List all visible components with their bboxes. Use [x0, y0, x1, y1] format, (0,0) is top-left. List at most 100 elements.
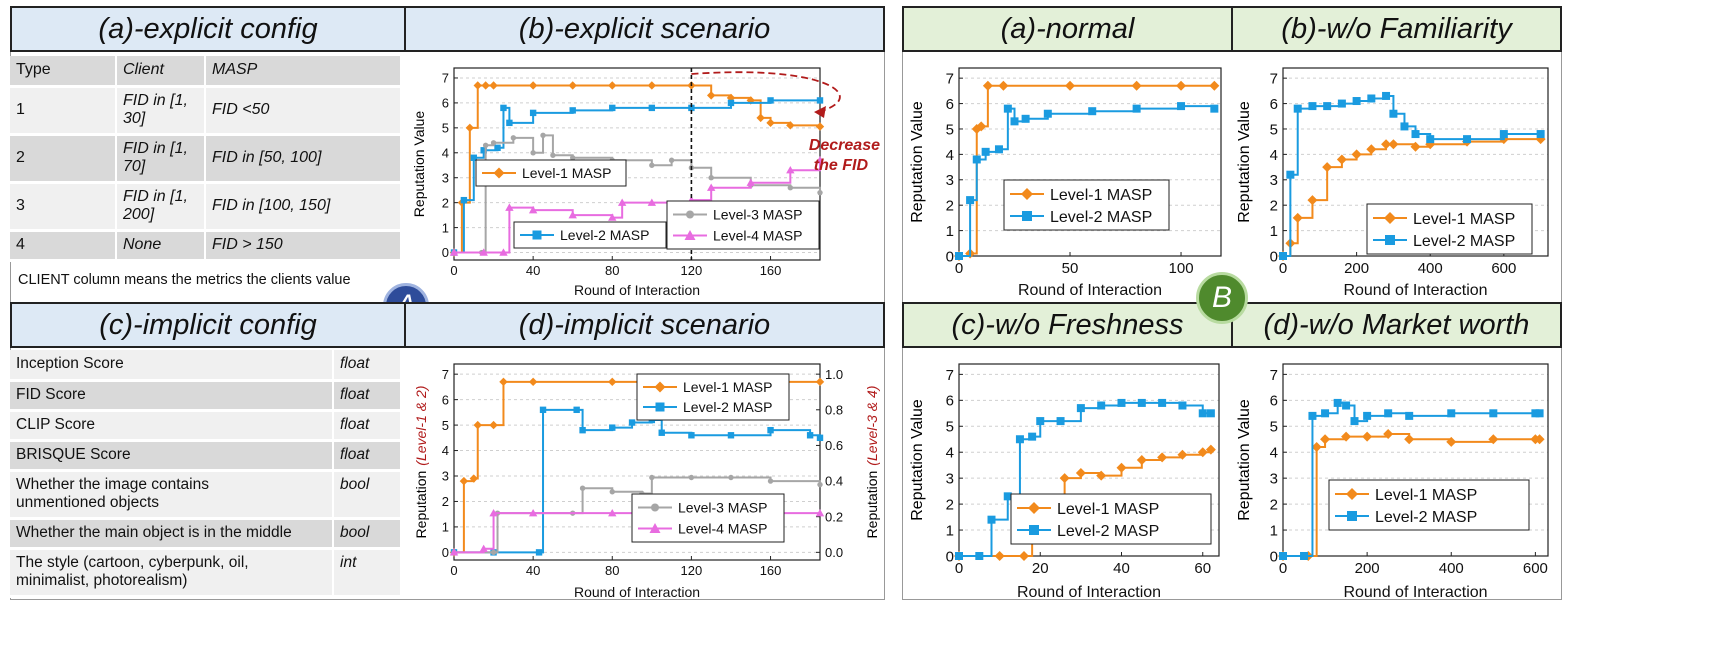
data-point [1137, 398, 1146, 407]
data-point [569, 107, 576, 114]
y-tick-label: 0 [442, 545, 449, 560]
data-point [1205, 444, 1216, 455]
data-point [1426, 135, 1435, 144]
series-line [454, 160, 821, 254]
y-axis-label-extra: (Level-1 & 2) [413, 386, 429, 466]
data-point [1076, 404, 1085, 413]
x-axis-label: Round of Interaction [574, 584, 700, 600]
data-point [1346, 488, 1358, 500]
data-point [1384, 212, 1396, 224]
data-point [1028, 432, 1037, 441]
data-point [955, 552, 963, 560]
y2-axis-label-extra: (Level-3 & 4) [864, 386, 880, 466]
y-tick-label: 5 [946, 121, 954, 138]
data-point [530, 150, 536, 156]
x-tick-label: 200 [1355, 560, 1380, 577]
x-tick-label: 80 [605, 263, 619, 278]
type-cell: bool [333, 470, 402, 520]
x-tick-label: 600 [1523, 560, 1548, 577]
header-explicit-config: (a)-explicit config [10, 6, 406, 52]
data-point [1320, 434, 1331, 445]
y2-tick-label: 0.2 [825, 509, 843, 524]
data-point [482, 142, 489, 148]
legend-label: Level-1 MASP [683, 379, 772, 395]
data-point [490, 549, 497, 556]
plot-frame [1282, 363, 1549, 557]
header-wo-freshness: (c)-w/o Freshness [902, 302, 1233, 348]
y-tick-label: 0 [1270, 548, 1278, 565]
data-point [1293, 104, 1302, 113]
y-tick-label: 2 [442, 195, 449, 210]
y-tick-label: 7 [1270, 367, 1278, 384]
series-markers [449, 156, 825, 256]
legend-label: Level-2 MASP [1050, 209, 1152, 226]
legend-label: Level-2 MASP [1413, 233, 1515, 250]
data-point [500, 104, 507, 112]
y-tick-label: 2 [946, 497, 954, 514]
data-point [767, 97, 774, 104]
y-tick-label: 1 [946, 223, 954, 240]
data-point [609, 424, 616, 431]
y-tick-label: 4 [1270, 445, 1278, 462]
legend-box [1010, 493, 1212, 545]
data-point [1178, 401, 1187, 410]
data-point [473, 420, 482, 430]
y-tick-label: 6 [1270, 393, 1278, 410]
data-point [815, 377, 825, 387]
y-tick-label: 5 [1270, 121, 1278, 138]
data-point [532, 230, 542, 240]
data-point [459, 476, 469, 486]
data-point [473, 81, 482, 90]
data-point [609, 104, 616, 112]
data-point [1131, 80, 1142, 91]
data-point [1176, 80, 1187, 91]
y-tick-label: 1 [946, 522, 954, 539]
data-point [579, 426, 586, 434]
y-tick-label: 4 [442, 443, 449, 458]
data-point [1362, 431, 1373, 442]
data-point [490, 140, 497, 146]
data-point [494, 144, 501, 151]
data-point [1322, 162, 1333, 173]
legend-label: Level-3 MASP [678, 500, 767, 516]
legend-label: Level-4 MASP [713, 228, 802, 244]
legend-label: Level-2 MASP [560, 227, 649, 243]
annotation-arrow [691, 71, 841, 113]
data-point [608, 508, 617, 517]
y2-tick-label: 0.6 [825, 438, 843, 453]
data-point [817, 189, 823, 196]
y-tick-label: 4 [946, 445, 954, 462]
legend-label: Level-1 MASP [1413, 211, 1515, 228]
y2-tick-label: 0.8 [825, 402, 843, 417]
legend-label: Level-2 MASP [1375, 509, 1477, 526]
data-point [1463, 135, 1472, 144]
header-wo-familiarity: (b)-w/o Familiarity [1231, 6, 1562, 52]
metric-cell: Whether the image contains unmentioned ob… [10, 470, 334, 520]
data-point [981, 147, 990, 156]
data-point [786, 166, 795, 174]
x-tick-label: 120 [681, 263, 703, 278]
data-point [528, 81, 538, 90]
type-cell: 2 [10, 134, 117, 184]
data-point [1341, 431, 1352, 442]
data-point [1321, 409, 1330, 418]
y-tick-label: 3 [442, 469, 449, 484]
y-tick-label: 3 [946, 172, 954, 189]
data-point [1157, 452, 1168, 463]
data-point [609, 489, 615, 495]
y-tick-label: 2 [442, 494, 449, 509]
table-row: 3 FID in [1, 200] FID in [100, 150] [10, 182, 402, 232]
data-point [535, 549, 543, 556]
data-point [1337, 99, 1346, 108]
data-point [1292, 212, 1303, 223]
data-point [817, 481, 823, 488]
y2-tick-label: 0.0 [825, 545, 843, 560]
series-markers [1279, 91, 1545, 260]
data-point [506, 119, 513, 127]
data-point [1019, 551, 1029, 561]
data-point [1043, 109, 1052, 118]
type-cell: int [333, 548, 402, 598]
data-point [708, 175, 714, 181]
data-point [1206, 409, 1215, 418]
y-tick-label: 4 [1270, 147, 1278, 164]
